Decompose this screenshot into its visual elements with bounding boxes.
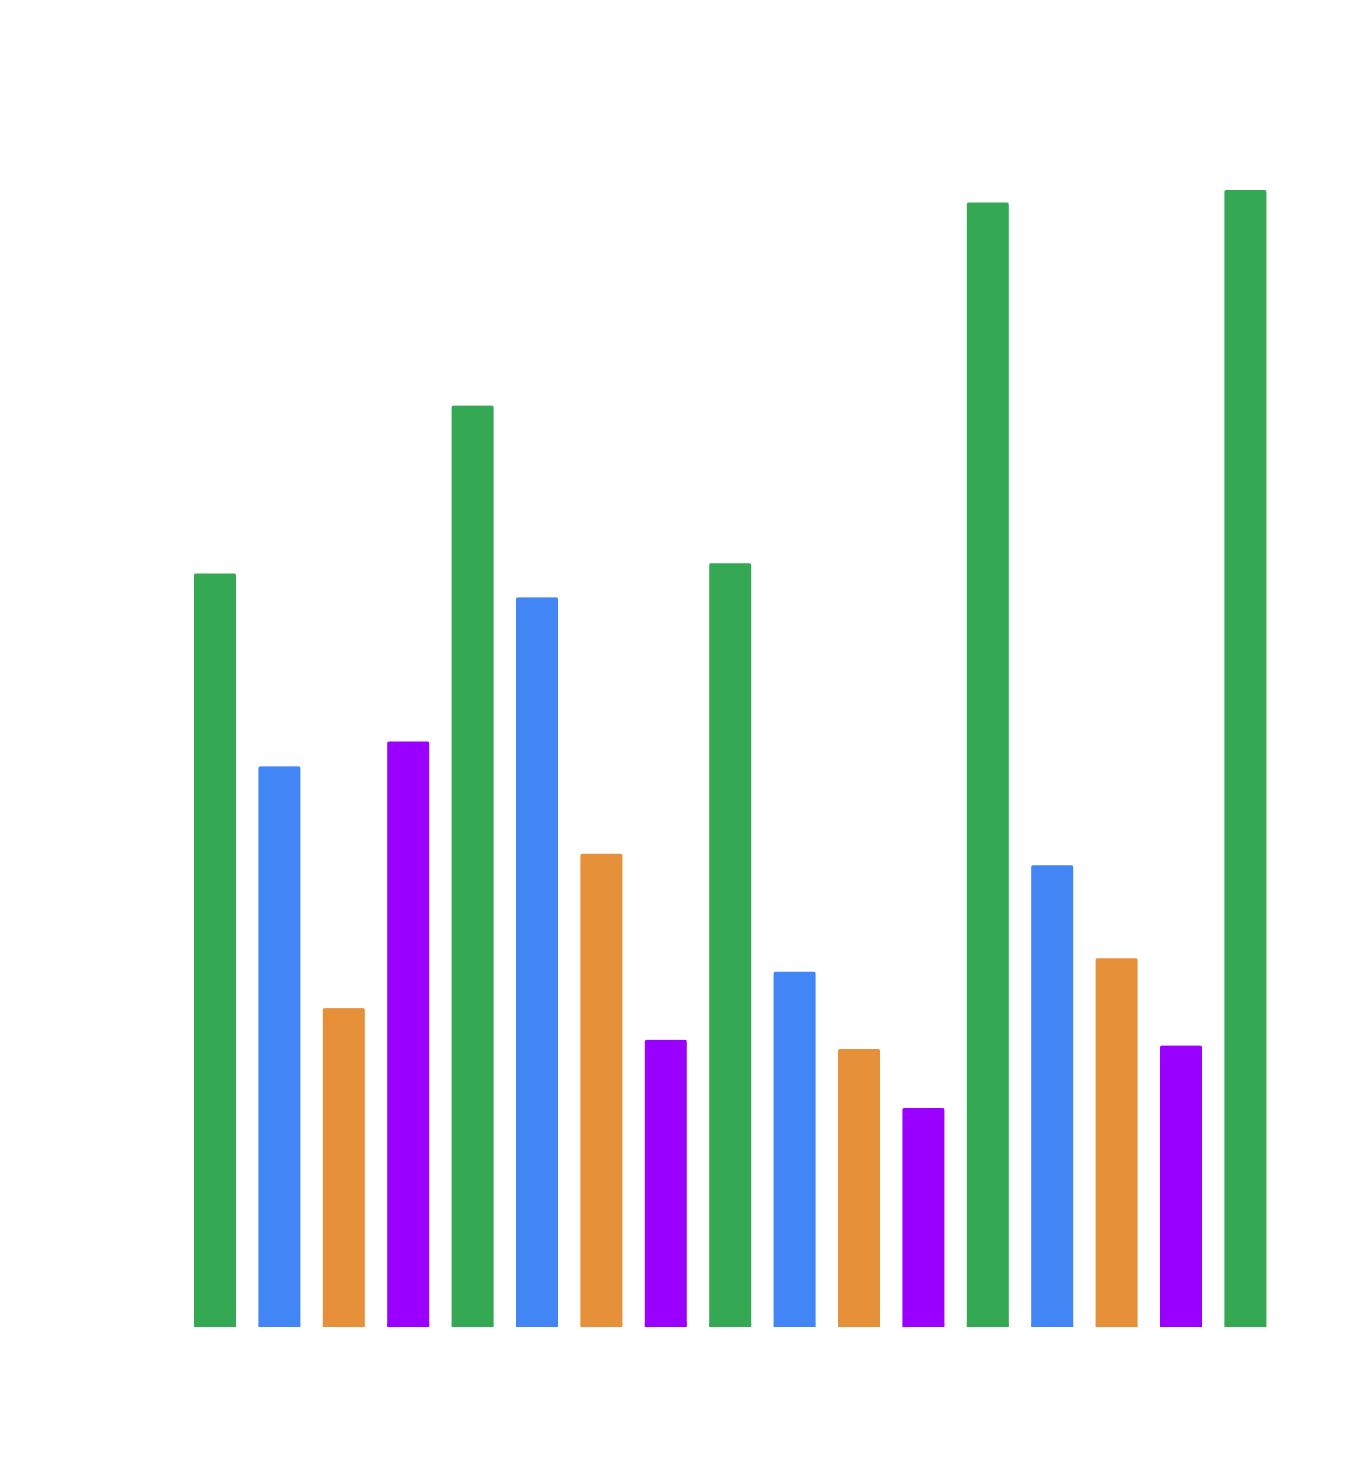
bar-3 <box>322 1008 365 1327</box>
bar-1-base <box>194 1323 236 1327</box>
bar-15-base <box>1095 1323 1138 1327</box>
bar-14-base <box>1031 1323 1074 1327</box>
bar-2-base <box>258 1323 301 1327</box>
bar-7-base <box>580 1323 623 1327</box>
bar-8-base <box>644 1323 687 1327</box>
bar-10 <box>773 971 816 1327</box>
bar-13 <box>966 202 1009 1327</box>
bar-10-base <box>773 1323 816 1327</box>
bar-6 <box>516 597 558 1327</box>
bar-15 <box>1095 958 1138 1327</box>
bar-12-base <box>902 1323 945 1327</box>
bar-5 <box>451 405 494 1328</box>
bar-14 <box>1031 865 1074 1327</box>
bar-13-base <box>966 1323 1009 1327</box>
bar-6-base <box>516 1323 558 1327</box>
bar-9 <box>709 563 752 1327</box>
bar-16 <box>1160 1045 1202 1327</box>
bar-group <box>194 190 1267 1328</box>
bar-11 <box>838 1049 880 1327</box>
bar-4-base <box>387 1323 430 1327</box>
bar-5-base <box>451 1323 494 1327</box>
bar-4 <box>387 741 430 1327</box>
bar-11-base <box>838 1323 880 1327</box>
bar-2 <box>258 766 301 1327</box>
bar-17-base <box>1224 1323 1267 1327</box>
bar-3-base <box>322 1323 365 1327</box>
bar-12 <box>902 1108 945 1327</box>
bar-7 <box>580 853 623 1327</box>
bar-8 <box>644 1039 687 1327</box>
bar-17 <box>1224 190 1267 1327</box>
bar-9-base <box>709 1323 752 1327</box>
bar-16-base <box>1160 1323 1202 1327</box>
bar-1 <box>194 573 236 1327</box>
